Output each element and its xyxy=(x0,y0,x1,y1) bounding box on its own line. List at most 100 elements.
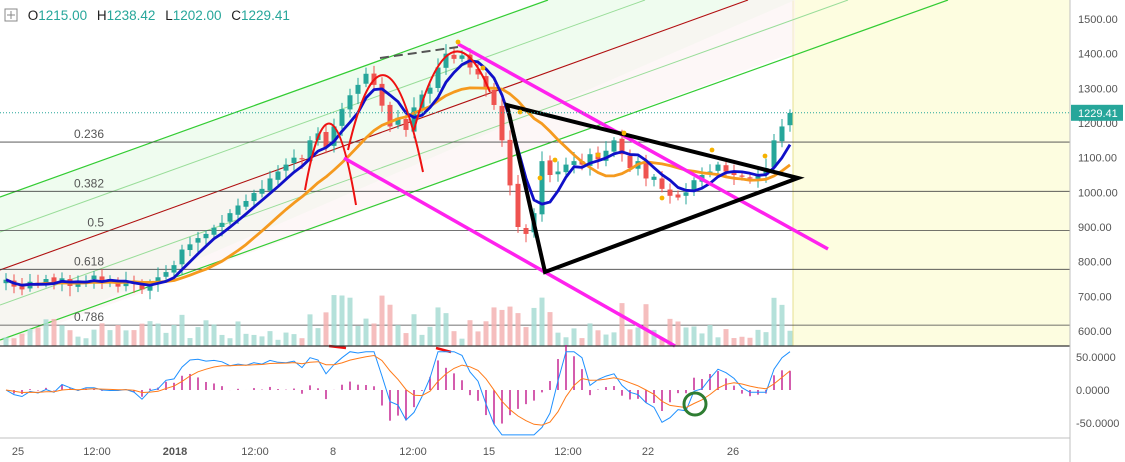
candle-body xyxy=(683,192,689,196)
candle-body xyxy=(203,233,209,239)
volume-bar xyxy=(3,337,9,346)
channel-upper xyxy=(457,42,829,251)
volume-bar xyxy=(227,338,233,346)
volume-bar xyxy=(483,321,489,346)
volume-bar xyxy=(779,304,785,346)
macd-tick-label: 0.0000 xyxy=(1076,385,1110,397)
candle-body xyxy=(339,109,345,126)
volume-bar xyxy=(755,329,761,346)
price-tick-label: 700.00 xyxy=(1078,291,1112,303)
channel-lower xyxy=(343,156,676,348)
volume-bar xyxy=(691,326,697,346)
moving-averages xyxy=(5,59,792,287)
volume-bar xyxy=(395,325,401,346)
volume-bar xyxy=(139,323,145,346)
ohlc-close-value: 1229.41 xyxy=(241,8,290,23)
candle-body xyxy=(715,164,721,171)
volume-bar xyxy=(715,337,721,346)
candle-body xyxy=(523,228,529,234)
ohlc-open-label: O xyxy=(27,8,39,23)
triangle-pattern xyxy=(504,102,805,275)
candle-body xyxy=(291,157,297,164)
candle-body xyxy=(627,155,633,169)
candle-body xyxy=(435,67,441,89)
volume-bar xyxy=(739,336,745,346)
candle-body xyxy=(3,279,9,284)
time-tick-label: 12:00 xyxy=(83,446,111,458)
candle-body xyxy=(755,175,761,179)
volume-bar xyxy=(547,312,553,346)
candle-body xyxy=(723,165,729,172)
time-tick-label: 22 xyxy=(642,446,654,458)
candle-body xyxy=(459,55,465,59)
price-tick-label: 1500.00 xyxy=(1078,14,1118,26)
macd-line xyxy=(5,351,791,436)
arc-right xyxy=(413,50,491,131)
volume-bar xyxy=(427,326,433,346)
volume-bar xyxy=(275,339,281,346)
candle-body xyxy=(363,73,369,84)
ohlc-high-label: H xyxy=(96,8,107,23)
candle-body xyxy=(275,171,281,180)
arc-left xyxy=(304,122,357,206)
price-tick-label: 1400.00 xyxy=(1078,49,1118,61)
volume-bar xyxy=(379,295,385,346)
volume-bar xyxy=(459,338,465,346)
candle-body xyxy=(547,160,553,175)
volume-bar xyxy=(155,323,161,346)
ohlc-high-value: 1238.42 xyxy=(106,8,156,23)
price-tick-label: 1300.00 xyxy=(1078,83,1118,95)
volume-bar xyxy=(99,323,105,346)
volume-bar xyxy=(323,312,329,346)
candle-body xyxy=(619,138,625,155)
volume-bar xyxy=(747,337,753,346)
signal-dot xyxy=(762,153,768,159)
volume-bar xyxy=(147,321,153,346)
volume-bar xyxy=(27,329,33,346)
volume-bar xyxy=(451,331,457,346)
arc-head xyxy=(347,74,424,173)
candle-body xyxy=(299,158,305,160)
signal-dot xyxy=(455,39,461,45)
volume-bar xyxy=(659,338,665,346)
signal-dot xyxy=(659,195,665,201)
volume-bar xyxy=(435,307,441,346)
volume-bar xyxy=(611,332,617,346)
candle-body xyxy=(267,178,273,191)
candle-body xyxy=(427,87,433,94)
candle-body xyxy=(347,95,353,110)
volume-bar xyxy=(467,320,473,346)
candle-body xyxy=(443,53,449,68)
volume-bar xyxy=(19,333,25,346)
volume-bar xyxy=(731,338,737,346)
candle-body xyxy=(403,118,409,130)
candle-body xyxy=(539,161,545,215)
volume-bar xyxy=(371,323,377,346)
volume-bar xyxy=(11,338,17,346)
signal-dot xyxy=(480,65,486,71)
volume-bar xyxy=(339,295,345,346)
pitchfork-channels xyxy=(0,0,949,345)
signal-dot xyxy=(621,130,627,136)
volume-bar xyxy=(131,330,137,346)
candle-body xyxy=(155,277,161,283)
volume-bar xyxy=(283,332,289,346)
macd-tick-label: -50.0000 xyxy=(1076,418,1119,430)
candle-body xyxy=(747,177,753,179)
volume-bar xyxy=(355,326,361,346)
time-tick-label: 12:00 xyxy=(554,446,582,458)
ohlc-open-value: 1215.00 xyxy=(38,8,88,23)
volume-bar xyxy=(523,327,529,346)
candle-body xyxy=(51,277,57,284)
crosshair-icon[interactable] xyxy=(4,8,18,22)
volume-bar xyxy=(763,332,769,346)
signal-dot xyxy=(517,109,523,115)
volume-bar xyxy=(211,324,217,346)
signal-dot xyxy=(537,175,543,181)
fib-label: 0.236 xyxy=(74,127,104,141)
candle-body xyxy=(611,140,617,152)
volume-bar xyxy=(315,328,321,346)
price-tick-label: 800.00 xyxy=(1078,257,1112,269)
volume-bar xyxy=(635,327,641,346)
